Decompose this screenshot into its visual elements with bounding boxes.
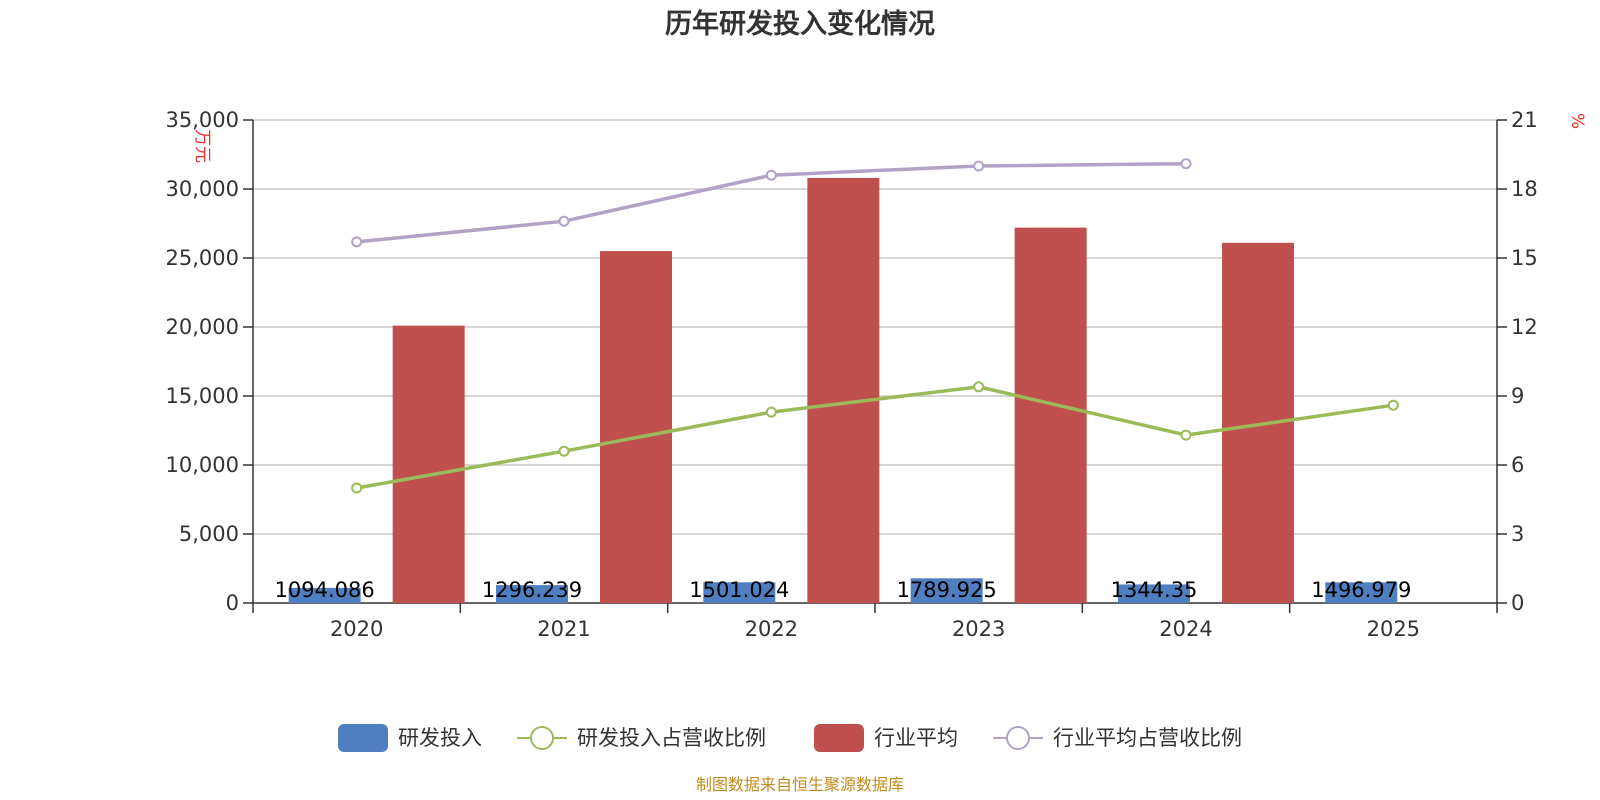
right-tick-label: 0 bbox=[1511, 591, 1524, 615]
source-note: 制图数据来自恒生聚源数据库 bbox=[696, 775, 904, 794]
bar-value-label: 1296.239 bbox=[482, 578, 582, 602]
lines bbox=[351, 158, 1399, 494]
bar-rd bbox=[496, 585, 568, 603]
line-point bbox=[973, 381, 985, 393]
legend-swatch bbox=[814, 724, 864, 752]
line-point bbox=[1387, 399, 1399, 411]
x-tick-label: 2024 bbox=[1159, 617, 1212, 641]
line-point bbox=[558, 445, 570, 457]
bar-rd bbox=[288, 587, 361, 603]
right-tick-label: 6 bbox=[1511, 453, 1524, 477]
bar-industry bbox=[600, 251, 672, 603]
chart-title: 历年研发投入变化情况 bbox=[665, 8, 935, 40]
left-tick-label: 10,000 bbox=[166, 453, 239, 477]
legend-swatch-marker bbox=[530, 726, 554, 750]
left-tick-label: 25,000 bbox=[166, 246, 239, 270]
bar-value-label: 1789.925 bbox=[897, 578, 997, 602]
left-tick-label: 35,000 bbox=[166, 108, 239, 132]
x-tick-label: 2023 bbox=[952, 617, 1005, 641]
left-axis-unit: 万元 bbox=[192, 129, 212, 163]
bar-industry bbox=[392, 325, 465, 603]
left-tick-label: 0 bbox=[226, 591, 239, 615]
bar-industry bbox=[1222, 242, 1294, 603]
legend-item[interactable]: 研发投入 bbox=[338, 724, 482, 752]
legend-label: 行业平均占营收比例 bbox=[1053, 726, 1242, 750]
legend-label: 研发投入占营收比例 bbox=[577, 726, 766, 750]
left-tick-label: 5,000 bbox=[179, 522, 239, 546]
right-axis-unit: % bbox=[1567, 113, 1587, 129]
x-tick-label: 2025 bbox=[1367, 617, 1420, 641]
bars bbox=[288, 177, 1398, 603]
x-tick-label: 2020 bbox=[330, 617, 383, 641]
bar-rd bbox=[703, 582, 776, 603]
x-axis: 2020 2021 2022 2023 2024 2025 bbox=[252, 602, 1498, 641]
line-point bbox=[1180, 429, 1192, 441]
x-tick-label: 2021 bbox=[537, 617, 590, 641]
line-point bbox=[558, 215, 570, 227]
bar-value-label: 1344.35 bbox=[1111, 578, 1198, 602]
line-point bbox=[351, 236, 363, 248]
legend-item[interactable]: 研发投入占营收比例 bbox=[517, 726, 766, 750]
left-tick-label: 30,000 bbox=[166, 177, 239, 201]
bar-rd bbox=[1325, 582, 1398, 603]
bar-value-label: 1496.979 bbox=[1311, 578, 1411, 602]
left-tick-label: 15,000 bbox=[166, 384, 239, 408]
x-tick-label: 2022 bbox=[745, 617, 798, 641]
line-point bbox=[765, 406, 777, 418]
left-axis: 0 5,000 10,000 15,000 20,000 25,000 30,000 35,0… bbox=[166, 108, 254, 615]
legend-swatch bbox=[338, 724, 388, 752]
legend-label: 行业平均 bbox=[874, 726, 958, 750]
right-tick-label: 21 bbox=[1511, 108, 1538, 132]
line-point bbox=[765, 169, 777, 181]
right-tick-label: 9 bbox=[1511, 384, 1524, 408]
bar-value-label: 1094.086 bbox=[275, 578, 375, 602]
bar-industry bbox=[807, 177, 880, 603]
legend-label: 研发投入 bbox=[398, 726, 482, 750]
series-line bbox=[356, 385, 1394, 490]
right-axis: 0 3 6 9 12 15 18 21% bbox=[1496, 108, 1587, 615]
right-tick-label: 12 bbox=[1511, 315, 1538, 339]
bar-industry bbox=[1014, 227, 1087, 603]
line-point bbox=[973, 160, 985, 172]
bar-labels: 1094.086 1296.239 1501.024 1789.925 1344.35 1… bbox=[275, 578, 1412, 602]
bar-value-label: 1501.024 bbox=[689, 578, 789, 602]
line-point bbox=[1180, 158, 1192, 170]
bar-rd bbox=[1118, 584, 1190, 603]
line-point bbox=[351, 482, 363, 494]
legend[interactable]: 研发投入 研发投入占营收比例 行业平均 行业平均占营收比例 bbox=[338, 724, 1242, 752]
legend-item[interactable]: 行业平均 bbox=[814, 724, 958, 752]
right-tick-label: 3 bbox=[1511, 522, 1524, 546]
left-tick-label: 20,000 bbox=[166, 315, 239, 339]
legend-swatch-marker bbox=[1006, 726, 1030, 750]
right-tick-label: 18 bbox=[1511, 177, 1538, 201]
bar-rd bbox=[910, 578, 983, 603]
right-tick-label: 15 bbox=[1511, 246, 1538, 270]
legend-item[interactable]: 行业平均占营收比例 bbox=[993, 726, 1242, 750]
